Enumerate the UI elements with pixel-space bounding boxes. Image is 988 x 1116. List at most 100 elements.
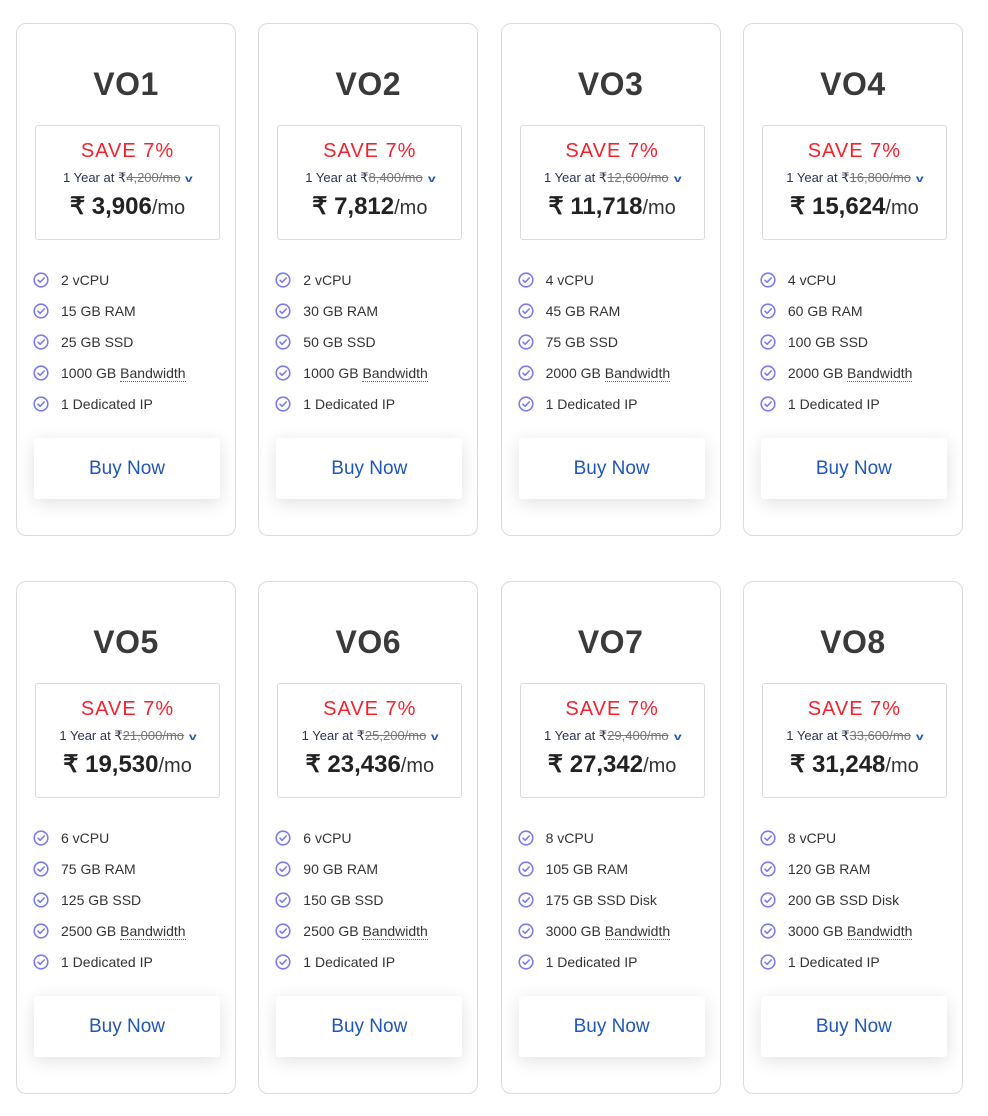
chevron-down-icon[interactable]: v bbox=[673, 174, 682, 185]
check-circle-icon bbox=[517, 271, 534, 288]
feature-item: 105 GB RAM bbox=[517, 853, 671, 884]
bandwidth-term[interactable]: Bandwidth bbox=[362, 922, 428, 940]
check-circle-icon bbox=[760, 860, 776, 877]
currency-symbol: ₹ bbox=[790, 193, 806, 220]
feature-item: 30 GB RAM bbox=[275, 295, 428, 326]
chevron-down-icon[interactable]: v bbox=[431, 732, 440, 743]
feature-text: 8 vCPU bbox=[545, 829, 594, 846]
feature-item: 1 Dedicated IP bbox=[760, 946, 913, 977]
feature-text: 3000 GB bbox=[787, 922, 844, 939]
billing-term-select[interactable]: 1 Year at ₹21,000/mo v bbox=[36, 728, 219, 744]
feature-item: 2000 GB Bandwidth bbox=[760, 357, 913, 388]
plan-name: VO7 bbox=[577, 624, 644, 660]
price-value: 27,342 bbox=[569, 751, 644, 778]
feature-text: 1 Dedicated IP bbox=[61, 953, 153, 970]
feature-item: 6 vCPU bbox=[275, 822, 428, 853]
feature-item: 150 GB SSD bbox=[275, 884, 428, 915]
feature-item: 100 GB SSD bbox=[760, 326, 913, 357]
feature-item: 4 vCPU bbox=[760, 264, 913, 295]
chevron-down-icon[interactable]: v bbox=[427, 174, 436, 185]
feature-text: 100 GB SSD bbox=[787, 333, 869, 350]
billing-term-select[interactable]: 1 Year at ₹25,200/mo v bbox=[278, 728, 461, 744]
feature-item: 15 GB RAM bbox=[33, 295, 186, 326]
check-circle-icon bbox=[517, 860, 534, 877]
buy-now-button[interactable]: Buy Now bbox=[518, 996, 705, 1057]
buy-now-button[interactable]: Buy Now bbox=[276, 996, 463, 1057]
bandwidth-term[interactable]: Bandwidth bbox=[604, 922, 671, 940]
check-circle-icon bbox=[33, 271, 49, 288]
price-box: SAVE 7% 1 Year at ₹29,400/mo v ₹ 27,342/m… bbox=[519, 683, 705, 798]
original-price: 25,200/mo bbox=[364, 728, 427, 743]
price-box: SAVE 7% 1 Year at ₹16,800/mo v ₹ 15,624/m… bbox=[761, 125, 947, 240]
check-circle-icon bbox=[33, 891, 49, 908]
check-circle-icon bbox=[33, 953, 49, 970]
buy-now-button[interactable]: Buy Now bbox=[760, 996, 947, 1057]
price-value: 15,624 bbox=[811, 193, 886, 220]
buy-now-button[interactable]: Buy Now bbox=[276, 438, 463, 499]
plan-card: VO2 SAVE 7% 1 Year at ₹8,400/mo v ₹ 7,812… bbox=[258, 23, 479, 536]
term-label: 1 Year at bbox=[786, 170, 838, 185]
currency-symbol: ₹ bbox=[69, 193, 86, 220]
chevron-down-icon[interactable]: v bbox=[915, 732, 924, 743]
check-circle-icon bbox=[517, 364, 534, 381]
buy-now-button[interactable]: Buy Now bbox=[518, 438, 705, 499]
feature-item: 50 GB SSD bbox=[275, 326, 428, 357]
per-month: /mo bbox=[643, 755, 677, 777]
chevron-down-icon[interactable]: v bbox=[185, 174, 194, 185]
check-circle-icon bbox=[517, 302, 534, 319]
save-badge: SAVE 7% bbox=[565, 140, 659, 162]
save-badge: SAVE 7% bbox=[565, 698, 659, 720]
feature-list: 8 vCPU 120 GB RAM 200 GB SSD Disk 3000 GB B… bbox=[760, 822, 913, 977]
check-circle-icon bbox=[275, 271, 291, 288]
buy-now-button[interactable]: Buy Now bbox=[34, 996, 220, 1057]
feature-item: 25 GB SSD bbox=[33, 326, 186, 357]
buy-now-button[interactable]: Buy Now bbox=[34, 438, 220, 499]
price-box: SAVE 7% 1 Year at ₹21,000/mo v ₹ 19,530/m… bbox=[35, 683, 220, 798]
bandwidth-term[interactable]: Bandwidth bbox=[120, 364, 186, 382]
billing-term-select[interactable]: 1 Year at ₹29,400/mo v bbox=[521, 728, 704, 744]
check-circle-icon bbox=[275, 364, 291, 381]
billing-term-select[interactable]: 1 Year at ₹8,400/mo v bbox=[278, 170, 461, 186]
save-badge: SAVE 7% bbox=[323, 698, 417, 720]
term-label: 1 Year at bbox=[59, 728, 111, 743]
feature-text: 4 vCPU bbox=[787, 271, 837, 288]
currency-symbol: ₹ bbox=[598, 170, 608, 185]
original-price: 21,000/mo bbox=[122, 728, 185, 743]
original-price: 8,400/mo bbox=[368, 170, 423, 185]
price-box: SAVE 7% 1 Year at ₹4,200/mo v ₹ 3,906/mo bbox=[35, 125, 220, 240]
billing-term-select[interactable]: 1 Year at ₹12,600/mo v bbox=[521, 170, 704, 186]
bandwidth-term[interactable]: Bandwidth bbox=[604, 364, 671, 382]
billing-term-select[interactable]: 1 Year at ₹4,200/mo v bbox=[36, 170, 219, 186]
original-price: 33,600/mo bbox=[849, 728, 911, 743]
bandwidth-term[interactable]: Bandwidth bbox=[847, 922, 913, 940]
term-label: 1 Year at bbox=[543, 728, 596, 743]
check-circle-icon bbox=[33, 364, 49, 381]
feature-text: 1 Dedicated IP bbox=[303, 395, 396, 412]
feature-item: 75 GB RAM bbox=[33, 853, 186, 884]
feature-item: 1 Dedicated IP bbox=[33, 388, 186, 419]
buy-now-button[interactable]: Buy Now bbox=[760, 438, 947, 499]
feature-text: 1 Dedicated IP bbox=[61, 395, 153, 412]
save-badge: SAVE 7% bbox=[323, 140, 417, 162]
save-badge: SAVE 7% bbox=[807, 698, 902, 720]
check-circle-icon bbox=[517, 953, 534, 970]
per-month: /mo bbox=[642, 197, 676, 219]
billing-term-select[interactable]: 1 Year at ₹16,800/mo v bbox=[763, 170, 946, 186]
chevron-down-icon[interactable]: v bbox=[188, 732, 197, 743]
feature-text: 1000 GB bbox=[61, 364, 117, 381]
check-circle-icon bbox=[760, 891, 776, 908]
currency-symbol: ₹ bbox=[63, 751, 79, 778]
feature-item: 1 Dedicated IP bbox=[517, 946, 671, 977]
billing-term-select[interactable]: 1 Year at ₹33,600/mo v bbox=[763, 728, 946, 744]
bandwidth-term[interactable]: Bandwidth bbox=[847, 364, 913, 382]
chevron-down-icon[interactable]: v bbox=[673, 732, 682, 743]
bandwidth-term[interactable]: Bandwidth bbox=[362, 364, 428, 382]
feature-item: 45 GB RAM bbox=[517, 295, 671, 326]
check-circle-icon bbox=[760, 922, 776, 939]
feature-item: 2000 GB Bandwidth bbox=[517, 357, 671, 388]
check-circle-icon bbox=[760, 364, 776, 381]
feature-text: 15 GB RAM bbox=[61, 302, 136, 319]
chevron-down-icon[interactable]: v bbox=[915, 174, 924, 185]
term-label: 1 Year at bbox=[305, 170, 357, 185]
bandwidth-term[interactable]: Bandwidth bbox=[120, 922, 186, 940]
